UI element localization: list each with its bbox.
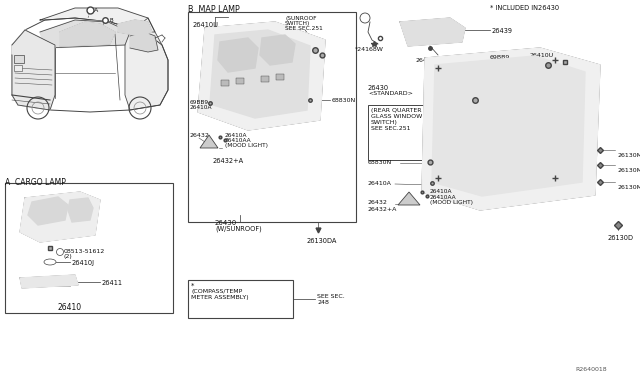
Text: A  CARGO LAMP: A CARGO LAMP [5, 178, 66, 187]
Text: 26430: 26430 [368, 85, 389, 91]
Text: 26410A: 26410A [368, 181, 392, 186]
Polygon shape [60, 22, 115, 46]
Polygon shape [260, 35, 295, 65]
Text: SEE SEC.: SEE SEC. [317, 294, 345, 299]
Polygon shape [28, 197, 68, 225]
Text: (W/SUNROOF): (W/SUNROOF) [215, 226, 262, 232]
Text: 26410A: 26410A [225, 133, 248, 138]
Polygon shape [68, 198, 93, 222]
Text: (MOOD LIGHT): (MOOD LIGHT) [225, 143, 268, 148]
Bar [261, 76, 269, 82]
Polygon shape [422, 48, 600, 210]
Bar [221, 80, 229, 86]
Polygon shape [118, 20, 152, 36]
Text: (MOOD LIGHT): (MOOD LIGHT) [430, 200, 473, 205]
Text: 26432: 26432 [190, 133, 210, 138]
Text: * INCLUDED IN26430: * INCLUDED IN26430 [490, 5, 559, 11]
Text: SWITCH): SWITCH) [371, 120, 398, 125]
Text: 26430: 26430 [215, 220, 237, 226]
Polygon shape [210, 30, 310, 118]
Text: 26432+A: 26432+A [368, 207, 397, 212]
Polygon shape [125, 18, 168, 110]
Bar [188, 280, 293, 318]
Text: <STANDARD>: <STANDARD> [368, 91, 413, 96]
Text: 26410J: 26410J [72, 260, 95, 266]
Text: 26410: 26410 [58, 303, 82, 312]
Text: A: A [94, 8, 99, 13]
Polygon shape [130, 32, 158, 52]
Text: 08513-51612: 08513-51612 [64, 249, 105, 254]
Polygon shape [12, 30, 55, 110]
Text: 26439: 26439 [492, 28, 513, 34]
Text: R2640018: R2640018 [575, 367, 607, 372]
Text: 26410U: 26410U [193, 22, 219, 28]
Text: 69BB9: 69BB9 [490, 55, 510, 60]
Text: (COMPASS/TEMP: (COMPASS/TEMP [191, 289, 243, 294]
Polygon shape [198, 22, 325, 130]
Text: 248: 248 [317, 300, 329, 305]
Bar [188, 12, 356, 222]
Text: B  MAP LAMP: B MAP LAMP [188, 5, 240, 14]
Text: (REAR QUARTER: (REAR QUARTER [371, 108, 422, 113]
Text: 26410AA: 26410AA [225, 138, 252, 143]
Text: *24168W: *24168W [355, 47, 384, 52]
Polygon shape [40, 20, 130, 48]
Bar [415, 26, 437, 40]
Polygon shape [400, 18, 465, 46]
Text: 68830N: 68830N [332, 98, 356, 103]
Bar [25, 278, 70, 286]
Bar [276, 74, 284, 80]
Text: 68830N: 68830N [368, 160, 392, 165]
Bar [368, 105, 476, 160]
Bar [14, 55, 24, 63]
Bar [14, 65, 22, 71]
Text: (SUNROOF: (SUNROOF [285, 16, 317, 21]
Text: SEE SEC.251: SEE SEC.251 [285, 26, 323, 31]
Text: SWITCH): SWITCH) [285, 21, 310, 26]
Polygon shape [40, 8, 155, 32]
Text: 26410A: 26410A [190, 105, 212, 110]
Text: 26130D: 26130D [608, 235, 634, 241]
Text: 26410U: 26410U [530, 53, 554, 58]
Text: 26432+A: 26432+A [213, 158, 244, 164]
Text: SEE SEC.251: SEE SEC.251 [371, 126, 410, 131]
Bar [408, 24, 443, 42]
Text: 26410A: 26410A [430, 189, 452, 194]
Text: 26130MA: 26130MA [617, 185, 640, 190]
Text: 26130MA: 26130MA [617, 168, 640, 173]
Bar [236, 78, 244, 84]
Text: 69BB9: 69BB9 [480, 97, 500, 102]
Text: 26411: 26411 [102, 280, 123, 286]
Polygon shape [20, 275, 78, 288]
Polygon shape [218, 38, 258, 72]
Text: METER ASSEMBLY): METER ASSEMBLY) [191, 295, 248, 300]
Text: GLASS WINDOW: GLASS WINDOW [371, 114, 422, 119]
Polygon shape [432, 56, 585, 196]
Text: *: * [191, 283, 195, 289]
Text: 69BB9: 69BB9 [190, 100, 209, 105]
Polygon shape [20, 192, 100, 242]
Text: B: B [109, 18, 113, 23]
Text: 26130DA: 26130DA [307, 238, 337, 244]
Text: 26410AA: 26410AA [430, 195, 456, 200]
Polygon shape [200, 135, 218, 148]
Text: (2): (2) [64, 254, 73, 259]
Bar [5, 183, 173, 313]
Text: 26430B: 26430B [415, 58, 439, 63]
Text: 26432: 26432 [368, 200, 388, 205]
Polygon shape [398, 192, 420, 205]
Text: 26130MA: 26130MA [617, 153, 640, 158]
